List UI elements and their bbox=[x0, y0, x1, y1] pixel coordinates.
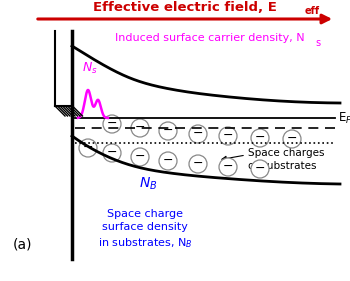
Text: −: − bbox=[223, 128, 233, 142]
Circle shape bbox=[251, 160, 269, 178]
Circle shape bbox=[103, 144, 121, 162]
Text: −: − bbox=[193, 126, 203, 139]
Circle shape bbox=[283, 130, 301, 148]
Text: −: − bbox=[107, 146, 117, 158]
Text: Induced surface carrier density, N: Induced surface carrier density, N bbox=[115, 33, 305, 43]
Circle shape bbox=[219, 158, 237, 176]
Text: −: − bbox=[163, 153, 173, 167]
Circle shape bbox=[219, 127, 237, 145]
Circle shape bbox=[131, 119, 149, 137]
Text: $N_B$: $N_B$ bbox=[139, 176, 157, 192]
Text: −: − bbox=[135, 149, 145, 162]
Text: −: − bbox=[223, 160, 233, 173]
Circle shape bbox=[79, 139, 97, 157]
Text: s: s bbox=[315, 38, 320, 48]
Circle shape bbox=[159, 122, 177, 140]
Text: −: − bbox=[83, 140, 93, 153]
Circle shape bbox=[189, 155, 207, 173]
Text: −: − bbox=[135, 121, 145, 133]
Text: −: − bbox=[107, 117, 117, 130]
Text: eff: eff bbox=[305, 6, 320, 16]
Circle shape bbox=[131, 148, 149, 166]
Text: (a): (a) bbox=[12, 237, 32, 251]
Text: −: − bbox=[255, 162, 265, 175]
Text: Space charges
of substrates: Space charges of substrates bbox=[248, 148, 324, 171]
Circle shape bbox=[251, 129, 269, 147]
Circle shape bbox=[159, 152, 177, 170]
Circle shape bbox=[189, 125, 207, 143]
Text: −: − bbox=[255, 130, 265, 144]
Text: −: − bbox=[193, 157, 203, 169]
Text: Effective electric field, E: Effective electric field, E bbox=[93, 1, 277, 14]
Text: $N_s$: $N_s$ bbox=[82, 61, 98, 76]
Text: −: − bbox=[287, 132, 297, 144]
Circle shape bbox=[103, 115, 121, 133]
Text: Space charge
surface density
in substrates, N$_B$: Space charge surface density in substrat… bbox=[98, 209, 192, 250]
Text: −: − bbox=[163, 124, 173, 137]
Text: E$_F$: E$_F$ bbox=[338, 110, 350, 126]
